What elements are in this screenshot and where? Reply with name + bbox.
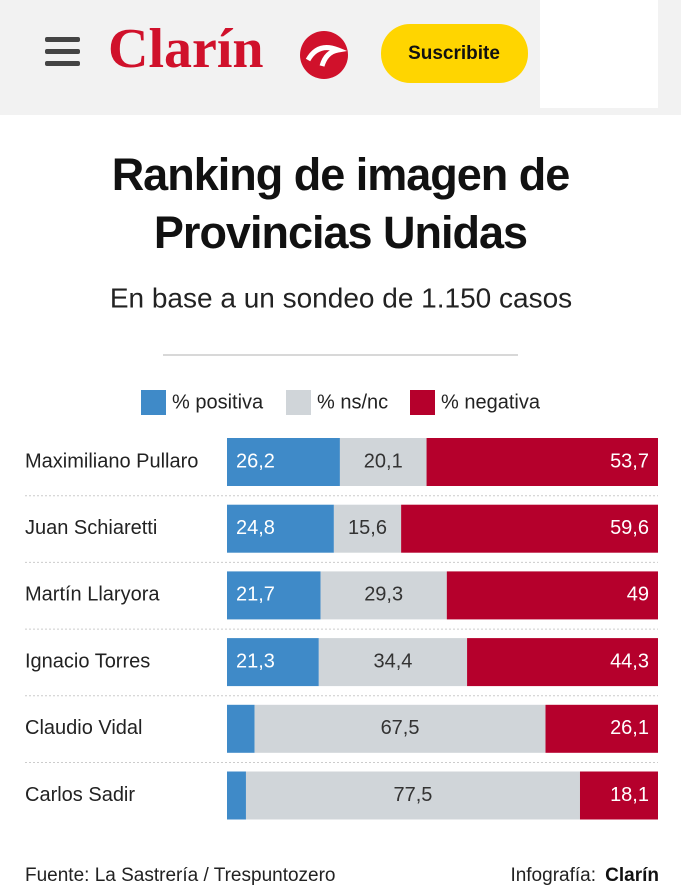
category-label: Claudio Vidal bbox=[25, 717, 143, 739]
chart-subtitle: En base a un sondeo de 1.150 casos bbox=[110, 282, 572, 313]
legend-label: % negativa bbox=[441, 391, 541, 413]
value-label: 24,8 bbox=[236, 517, 275, 539]
bar-segment bbox=[320, 571, 447, 620]
bar-segment bbox=[545, 704, 658, 753]
value-label: 26,2 bbox=[236, 450, 275, 472]
value-label: 53,7 bbox=[610, 450, 649, 472]
bar-segment bbox=[227, 504, 334, 553]
value-label: 34,4 bbox=[373, 650, 412, 672]
bar-segment bbox=[227, 571, 321, 620]
menu-icon[interactable] bbox=[45, 37, 80, 66]
legend-label: % positiva bbox=[172, 391, 264, 413]
value-label: 26,1 bbox=[610, 717, 649, 739]
value-label: 29,3 bbox=[364, 584, 403, 606]
bar-segment bbox=[227, 704, 255, 753]
bar-segment bbox=[446, 571, 658, 620]
source: Fuente: La Sastrería / Trespuntozero bbox=[25, 865, 336, 886]
value-label: 44,3 bbox=[610, 650, 649, 672]
value-label: 59,6 bbox=[610, 517, 649, 539]
bar-segment bbox=[254, 704, 546, 753]
bar-segment bbox=[227, 438, 340, 486]
category-label: Maximiliano Pullaro bbox=[25, 450, 198, 472]
value-label: 77,5 bbox=[394, 784, 433, 806]
bar-segment bbox=[339, 438, 427, 486]
bar-segment bbox=[333, 504, 402, 553]
logo[interactable]: Clarín bbox=[108, 18, 264, 80]
credit-label: Infografía: bbox=[510, 865, 596, 886]
bar-segment bbox=[227, 638, 319, 687]
credit-name: Clarín bbox=[605, 865, 659, 886]
chart-title: Ranking de imagen de Provincias Unidas bbox=[111, 149, 571, 258]
value-label: 15,6 bbox=[348, 517, 387, 539]
category-label: Carlos Sadir bbox=[25, 784, 135, 806]
legend-label: % ns/nc bbox=[317, 391, 388, 413]
logo-icon bbox=[300, 31, 348, 79]
value-label: 49 bbox=[627, 584, 649, 606]
subscribe-label[interactable]: Suscribite bbox=[408, 43, 500, 64]
ad-slot bbox=[540, 0, 658, 108]
bar-segment bbox=[227, 771, 246, 820]
category-label: Ignacio Torres bbox=[25, 650, 150, 672]
bar-segment bbox=[579, 771, 658, 820]
legend-swatch bbox=[286, 390, 311, 415]
category-label: Martín Llaryora bbox=[25, 584, 160, 606]
bar-segment bbox=[401, 504, 658, 553]
value-label: 67,5 bbox=[381, 717, 420, 739]
value-label: 20,1 bbox=[364, 450, 403, 472]
value-label: 21,3 bbox=[236, 650, 275, 672]
value-label: 21,7 bbox=[236, 584, 275, 606]
legend-swatch bbox=[410, 390, 435, 415]
bar-segment bbox=[426, 438, 658, 486]
value-label: 18,1 bbox=[610, 784, 649, 806]
subscribe-button[interactable] bbox=[381, 24, 528, 83]
bar-segment bbox=[245, 771, 580, 820]
category-label: Juan Schiaretti bbox=[25, 517, 157, 539]
legend-swatch bbox=[141, 390, 166, 415]
bar-segment bbox=[318, 638, 468, 687]
bar-segment bbox=[467, 638, 658, 687]
